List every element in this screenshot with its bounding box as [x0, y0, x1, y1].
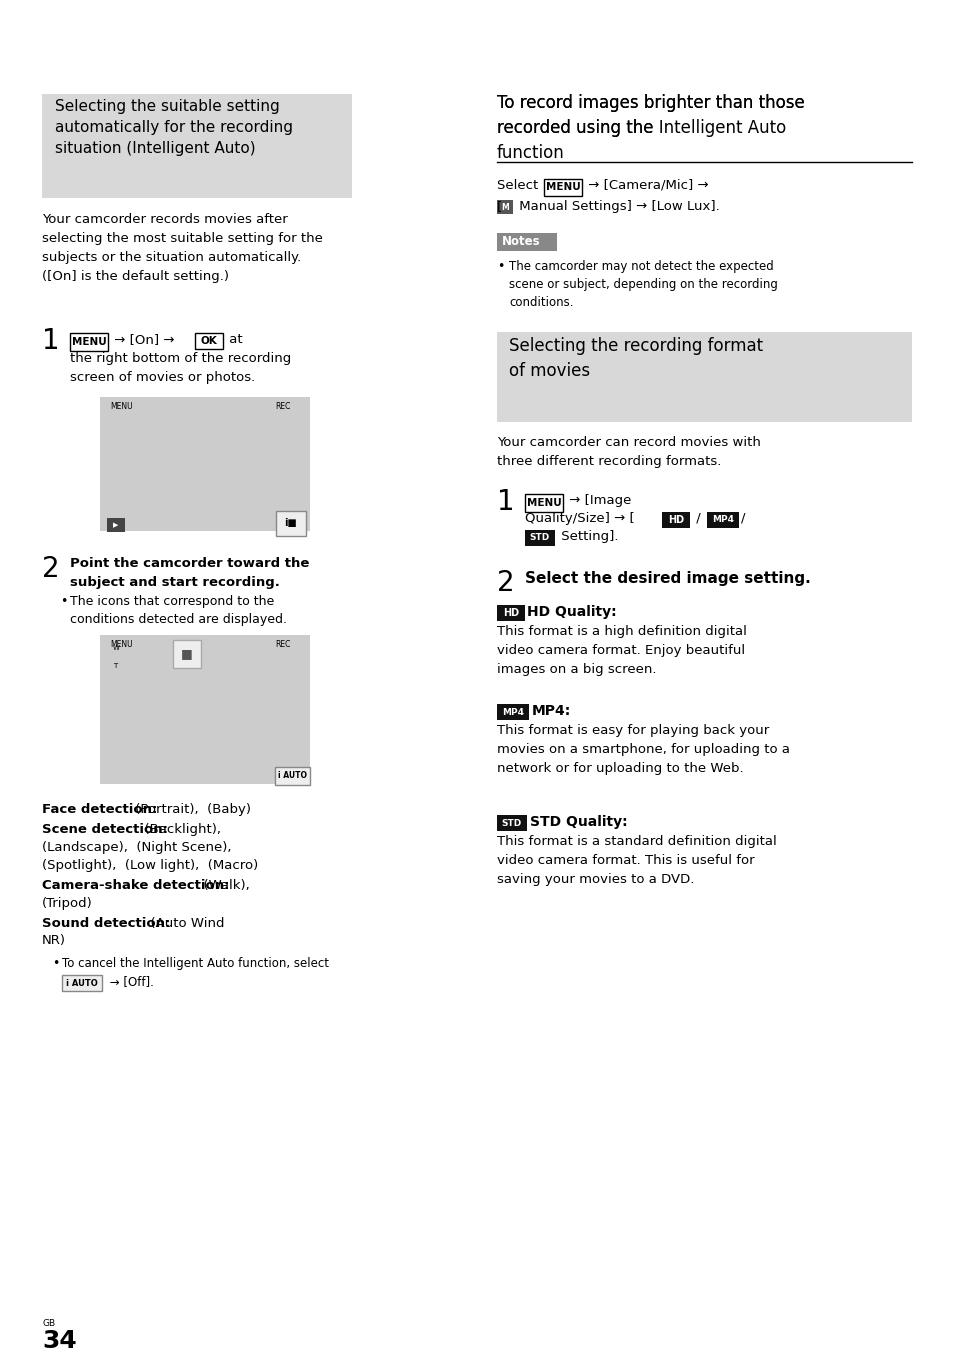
Text: (Auto Wind: (Auto Wind — [142, 916, 224, 930]
Text: MP4: MP4 — [711, 516, 733, 524]
Bar — [706, 512, 739, 528]
Text: i AUTO: i AUTO — [277, 771, 307, 780]
Text: → [Image: → [Image — [564, 494, 631, 508]
Text: 1: 1 — [497, 489, 514, 516]
Text: 2: 2 — [42, 555, 60, 584]
Text: /: / — [691, 512, 700, 525]
Text: Sound detection:: Sound detection: — [42, 916, 171, 930]
Text: ■: ■ — [181, 647, 193, 661]
Text: → [Camera/Mic] →: → [Camera/Mic] → — [583, 179, 708, 191]
Text: /: / — [740, 512, 744, 525]
Bar — [42, 94, 352, 198]
Text: MENU: MENU — [526, 498, 560, 508]
Text: Notes: Notes — [501, 235, 540, 248]
Text: W: W — [112, 645, 120, 651]
Text: Your camcorder can record movies with
three different recording formats.: Your camcorder can record movies with th… — [497, 437, 760, 468]
Text: MENU: MENU — [71, 338, 107, 347]
Text: T: T — [112, 662, 117, 669]
Text: Setting].: Setting]. — [557, 529, 618, 543]
Bar — [497, 332, 911, 422]
Text: (Spotlight),  (Low light),  (Macro): (Spotlight), (Low light), (Macro) — [42, 859, 258, 873]
Text: Camera-shake detection:: Camera-shake detection: — [42, 879, 230, 892]
Bar — [274, 767, 310, 784]
Text: 34: 34 — [42, 1330, 76, 1353]
Text: 2: 2 — [497, 570, 514, 597]
Text: Selecting the suitable setting
automatically for the recording
situation (Intell: Selecting the suitable setting automatic… — [55, 99, 293, 156]
Text: → [On] →: → [On] → — [110, 334, 178, 346]
Bar — [194, 334, 223, 349]
Text: Your camcorder records movies after
selecting the most suitable setting for the
: Your camcorder records movies after sele… — [42, 213, 322, 284]
Bar — [100, 635, 310, 783]
Text: REC: REC — [274, 402, 290, 411]
Text: GB: GB — [42, 1319, 55, 1329]
Text: STD: STD — [501, 818, 521, 828]
Text: This format is easy for playing back your
movies on a smartphone, for uploading : This format is easy for playing back you… — [497, 725, 789, 775]
Text: •: • — [52, 957, 59, 970]
Text: The camcorder may not detect the expected
scene or subject, depending on the rec: The camcorder may not detect the expecte… — [509, 261, 777, 309]
Text: This format is a standard definition digital
video camera format. This is useful: This format is a standard definition dig… — [497, 835, 776, 886]
Text: (Walk),: (Walk), — [194, 879, 253, 892]
Text: NR): NR) — [42, 935, 66, 947]
Text: MENU: MENU — [110, 402, 132, 411]
Bar — [543, 179, 581, 197]
Text: → [Off].: → [Off]. — [106, 976, 153, 988]
Text: at: at — [225, 334, 242, 346]
Bar — [524, 494, 562, 512]
Text: (Tripod): (Tripod) — [42, 897, 92, 909]
Bar — [497, 233, 557, 251]
Text: •: • — [497, 261, 504, 273]
Bar — [70, 334, 108, 351]
Text: Point the camcorder toward the
subject and start recording.: Point the camcorder toward the subject a… — [70, 558, 309, 589]
Text: [: [ — [497, 201, 501, 213]
Text: (Backlight),: (Backlight), — [136, 824, 230, 836]
Text: HD Quality:: HD Quality: — [526, 605, 616, 619]
Text: •: • — [60, 596, 68, 608]
Text: To record images brighter than those
recorded using the Intelligent Auto
functio: To record images brighter than those rec… — [497, 94, 804, 163]
Bar — [100, 396, 310, 531]
Text: HD: HD — [502, 608, 518, 617]
Text: HD: HD — [667, 514, 683, 525]
Bar — [62, 976, 102, 991]
Bar — [172, 639, 201, 668]
Text: MENU: MENU — [110, 639, 132, 649]
Text: Select: Select — [497, 179, 542, 191]
Text: OK: OK — [200, 337, 217, 346]
Text: (Portrait),  (Baby): (Portrait), (Baby) — [131, 803, 251, 817]
Bar — [661, 512, 689, 528]
Text: i AUTO: i AUTO — [66, 978, 98, 988]
Text: To cancel the Intelligent Auto function, select: To cancel the Intelligent Auto function,… — [62, 957, 329, 970]
Bar — [497, 704, 529, 721]
Text: MP4: MP4 — [501, 708, 523, 716]
Text: M: M — [500, 202, 508, 212]
Text: Face detection:: Face detection: — [42, 803, 157, 817]
Text: Scene detection:: Scene detection: — [42, 824, 168, 836]
Text: To record images brighter than those
recorded using the: To record images brighter than those rec… — [497, 94, 804, 137]
Text: The icons that correspond to the
conditions detected are displayed.: The icons that correspond to the conditi… — [70, 596, 287, 626]
Text: Quality/Size] → [: Quality/Size] → [ — [524, 512, 634, 525]
Text: MP4:: MP4: — [532, 704, 571, 718]
Text: Manual Settings] → [Low Lux].: Manual Settings] → [Low Lux]. — [515, 201, 719, 213]
Text: Select the desired image setting.: Select the desired image setting. — [524, 571, 810, 586]
Text: the right bottom of the recording
screen of movies or photos.: the right bottom of the recording screen… — [70, 353, 291, 384]
Bar — [497, 605, 524, 622]
Text: 1: 1 — [42, 327, 60, 356]
Text: (Landscape),  (Night Scene),: (Landscape), (Night Scene), — [42, 841, 235, 854]
Bar — [497, 201, 513, 214]
Bar — [524, 529, 555, 546]
Bar — [497, 816, 526, 832]
Text: STD: STD — [529, 533, 550, 543]
Text: i■: i■ — [284, 518, 297, 528]
Bar — [107, 518, 125, 532]
Text: REC: REC — [274, 639, 290, 649]
Text: Selecting the recording format
of movies: Selecting the recording format of movies — [509, 338, 762, 380]
Bar — [275, 510, 306, 536]
Text: ▶: ▶ — [113, 521, 118, 528]
Text: STD Quality:: STD Quality: — [530, 816, 627, 829]
Text: MENU: MENU — [545, 182, 579, 193]
Text: This format is a high definition digital
video camera format. Enjoy beautiful
im: This format is a high definition digital… — [497, 626, 746, 676]
